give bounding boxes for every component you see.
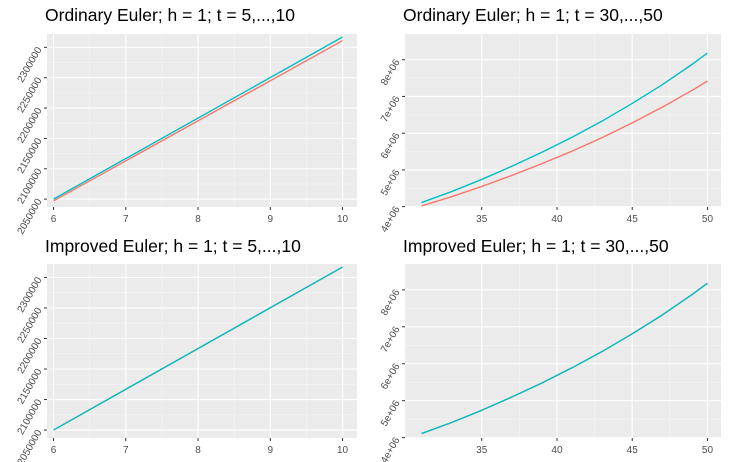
- x-tick-label: 40: [551, 214, 563, 225]
- plot-panel: [47, 264, 357, 438]
- plot-panel: [405, 34, 721, 207]
- series-line: [421, 52, 708, 204]
- x-tick-label: 8: [195, 445, 201, 456]
- series-group: [53, 266, 343, 431]
- x-tick-label: 35: [476, 214, 488, 225]
- x-tick-label: 45: [627, 445, 639, 456]
- y-tick-label: 5e+06: [379, 398, 403, 428]
- series-group: [421, 282, 708, 435]
- chart-title: Ordinary Euler; h = 1; t = 5,...,10: [45, 5, 295, 25]
- x-tick-label: 9: [268, 445, 274, 456]
- y-tick-labels: 2050000210000021500002200000225000023000…: [16, 275, 45, 462]
- chart-title: Ordinary Euler; h = 1; t = 30,...,50: [403, 5, 663, 25]
- series-line: [421, 80, 708, 207]
- y-tick-label: 2300000: [16, 275, 45, 315]
- chart-title: Improved Euler; h = 1; t = 30,...,50: [403, 236, 669, 256]
- y-tick-label: 8e+06: [379, 57, 403, 87]
- y-tick-label: 7e+06: [379, 324, 403, 354]
- x-tick-label: 35: [476, 445, 488, 456]
- x-tick-label: 50: [702, 445, 714, 456]
- y-tick-label: 6e+06: [379, 361, 403, 391]
- x-tick-label: 7: [123, 445, 129, 456]
- y-tick-labels: 2050000210000021500002200000225000023000…: [16, 45, 45, 236]
- series-line: [53, 40, 343, 202]
- series-line: [421, 282, 708, 435]
- x-tick-label: 10: [337, 214, 349, 225]
- x-tick-label: 9: [268, 214, 274, 225]
- y-tick-label: 8e+06: [379, 287, 403, 317]
- chart-title: Improved Euler; h = 1; t = 5,...,10: [45, 236, 301, 256]
- y-tick-label: 6e+06: [379, 131, 403, 161]
- x-tick-label: 10: [337, 445, 349, 456]
- chart-improved-euler-t5-10: Improved Euler; h = 1; t = 5,...,10 6 7 8 9…: [16, 236, 357, 462]
- series-group: [53, 36, 343, 202]
- x-tick-label: 7: [123, 214, 129, 225]
- series-line: [53, 36, 343, 200]
- y-tick-label: 2300000: [16, 45, 45, 85]
- chart-ordinary-euler-t30-50: Ordinary Euler; h = 1; t = 30,...,50 35 4…: [379, 5, 721, 234]
- chart-improved-euler-t30-50: Improved Euler; h = 1; t = 30,...,50 35 4…: [379, 236, 721, 462]
- plot-panel: [47, 34, 357, 207]
- x-tick-label: 8: [195, 214, 201, 225]
- y-tick-labels: 4e+06 5e+06 6e+06 7e+06 8e+06: [379, 57, 403, 234]
- x-tick-label: 6: [51, 214, 57, 225]
- plot-panel: [405, 264, 721, 438]
- y-tick-label: 4e+06: [379, 435, 403, 462]
- chart-ordinary-euler-t5-10: Ordinary Euler; h = 1; t = 5,...,10 6 7 8 9…: [16, 5, 357, 236]
- y-tick-labels: 4e+06 5e+06 6e+06 7e+06 8e+06: [379, 287, 403, 462]
- x-tick-label: 50: [702, 214, 714, 225]
- x-tick-label: 45: [627, 214, 639, 225]
- y-tick-label: 7e+06: [379, 94, 403, 124]
- series-line: [53, 266, 343, 431]
- y-tick-label: 4e+06: [379, 204, 403, 234]
- x-tick-label: 40: [551, 445, 563, 456]
- series-group: [421, 52, 708, 207]
- x-tick-label: 6: [51, 445, 57, 456]
- y-tick-label: 5e+06: [379, 168, 403, 198]
